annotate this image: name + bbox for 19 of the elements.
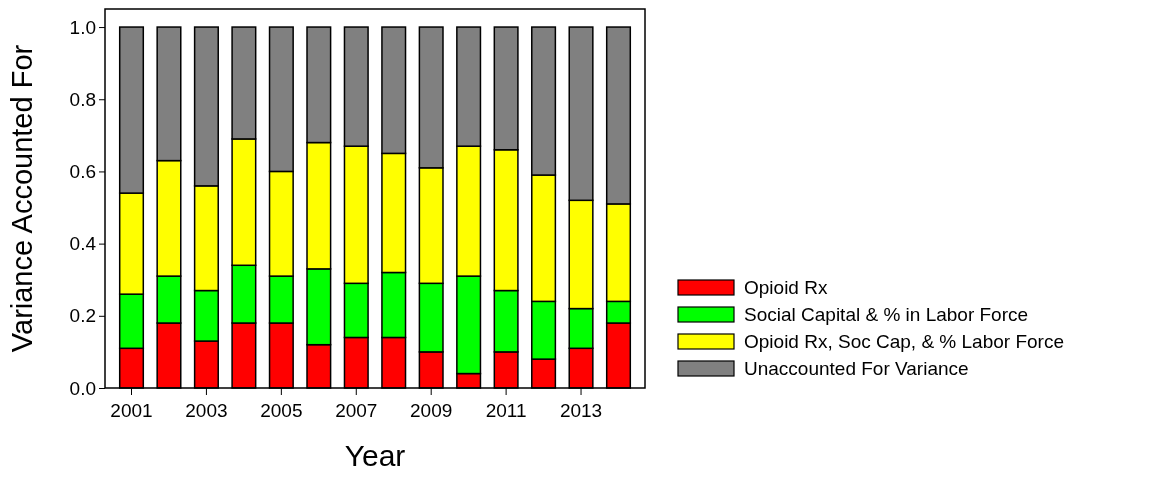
x-axis-title: Year [344,439,406,472]
y-tick-label: 0.6 [69,161,96,183]
y-tick-label: 1.0 [69,16,96,38]
y-tick-label: 0.4 [69,233,97,255]
y-tick-label: 0.0 [69,377,96,399]
x-tick-label: 2009 [410,400,453,421]
legend-label: Opioid Rx, Soc Cap, & % Labor Force [744,331,1064,352]
y-tick-label: 0.2 [69,305,96,327]
x-tick-label: 2001 [110,400,153,421]
legend-label: Social Capital & % in Labor Force [744,304,1029,325]
y-tick-label: 0.8 [69,88,96,110]
legend-label: Opioid Rx [744,277,828,298]
x-tick-label: 2013 [559,400,603,421]
x-tick-label: 2007 [335,400,378,421]
x-tick-label: 2011 [485,400,527,421]
x-tick-label: 2003 [185,400,228,421]
x-tick-label: 2005 [260,400,303,421]
y-axis-title: Variance Accounted For [6,44,38,353]
legend-label: Unaccounted For Variance [744,358,969,379]
